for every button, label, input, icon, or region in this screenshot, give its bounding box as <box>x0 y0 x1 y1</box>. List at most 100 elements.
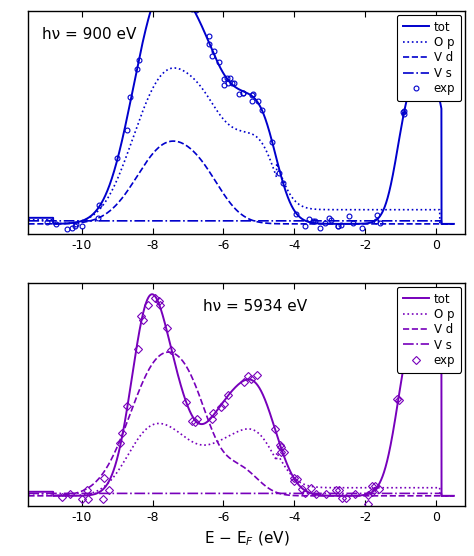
exp <box>59 494 64 501</box>
exp <box>156 297 162 304</box>
O p <box>397 484 403 491</box>
V s <box>100 217 105 224</box>
O p <box>74 219 80 225</box>
Text: hν = 5934 eV: hν = 5934 eV <box>203 299 307 314</box>
Text: hν = 900 eV: hν = 900 eV <box>42 27 136 42</box>
V s <box>189 490 194 497</box>
Legend: tot, O p, V d, V s, exp: tot, O p, V d, V s, exp <box>397 286 461 373</box>
exp <box>373 218 379 225</box>
Line: V s: V s <box>28 221 454 224</box>
O p <box>451 493 457 499</box>
V d <box>165 349 171 355</box>
V d <box>189 374 194 380</box>
X-axis label: E $-$ E$_F$ (eV): E $-$ E$_F$ (eV) <box>204 529 289 548</box>
Line: exp: exp <box>59 295 438 507</box>
O p <box>397 206 403 213</box>
exp <box>401 107 407 114</box>
Legend: tot, O p, V d, V s, exp: tot, O p, V d, V s, exp <box>397 14 461 101</box>
V d <box>207 170 213 176</box>
V s <box>74 217 80 224</box>
V s <box>74 490 80 497</box>
Line: tot: tot <box>28 0 454 224</box>
V d <box>443 493 448 499</box>
V d <box>397 221 403 227</box>
tot <box>443 221 449 227</box>
O p <box>451 221 457 227</box>
tot <box>207 42 213 49</box>
exp <box>183 398 189 405</box>
Line: V s: V s <box>28 493 454 496</box>
exp <box>44 219 50 226</box>
V d <box>100 471 105 478</box>
O p <box>207 441 213 448</box>
V d <box>26 493 31 499</box>
Line: O p: O p <box>28 424 454 496</box>
Line: exp: exp <box>44 0 433 231</box>
tot <box>26 488 31 495</box>
exp <box>64 225 70 232</box>
V s <box>451 493 457 499</box>
exp <box>152 295 158 301</box>
exp <box>419 307 425 314</box>
V s <box>451 221 457 227</box>
V d <box>443 221 448 227</box>
V d <box>26 221 31 227</box>
tot <box>74 493 80 499</box>
O p <box>74 492 80 499</box>
V s <box>207 217 213 224</box>
O p <box>26 490 31 497</box>
V s <box>189 217 194 224</box>
V d <box>74 220 80 226</box>
tot <box>451 221 457 227</box>
O p <box>439 493 445 499</box>
tot <box>26 215 31 221</box>
tot <box>439 221 445 227</box>
exp <box>350 220 356 226</box>
V s <box>397 490 402 497</box>
O p <box>207 97 213 103</box>
exp <box>365 500 371 507</box>
V d <box>189 146 194 153</box>
tot <box>439 493 445 499</box>
tot <box>100 486 105 493</box>
exp <box>95 214 100 221</box>
O p <box>156 420 162 427</box>
V s <box>443 221 448 227</box>
V s <box>443 493 448 499</box>
tot <box>397 386 403 393</box>
V s <box>439 493 445 499</box>
V s <box>26 490 31 497</box>
O p <box>100 203 105 210</box>
tot <box>451 493 457 499</box>
exp <box>277 442 283 449</box>
exp <box>432 323 438 330</box>
O p <box>26 216 31 223</box>
tot <box>189 411 194 418</box>
exp <box>225 392 231 399</box>
V d <box>397 493 403 499</box>
V s <box>100 490 105 497</box>
O p <box>443 221 449 227</box>
exp <box>335 223 341 230</box>
tot <box>149 291 155 297</box>
Line: O p: O p <box>28 68 454 224</box>
exp <box>394 396 400 403</box>
V d <box>171 138 176 145</box>
exp <box>428 69 434 76</box>
V d <box>451 221 457 227</box>
Line: tot: tot <box>28 294 454 496</box>
O p <box>443 493 449 499</box>
O p <box>171 64 177 71</box>
tot <box>189 3 194 9</box>
V s <box>207 490 213 497</box>
V s <box>26 217 31 224</box>
tot <box>397 132 403 138</box>
tot <box>443 493 449 499</box>
V d <box>100 213 105 220</box>
O p <box>189 438 194 445</box>
O p <box>439 221 445 227</box>
V d <box>74 489 80 496</box>
Line: V d: V d <box>28 141 454 224</box>
tot <box>207 416 213 423</box>
V s <box>439 221 445 227</box>
